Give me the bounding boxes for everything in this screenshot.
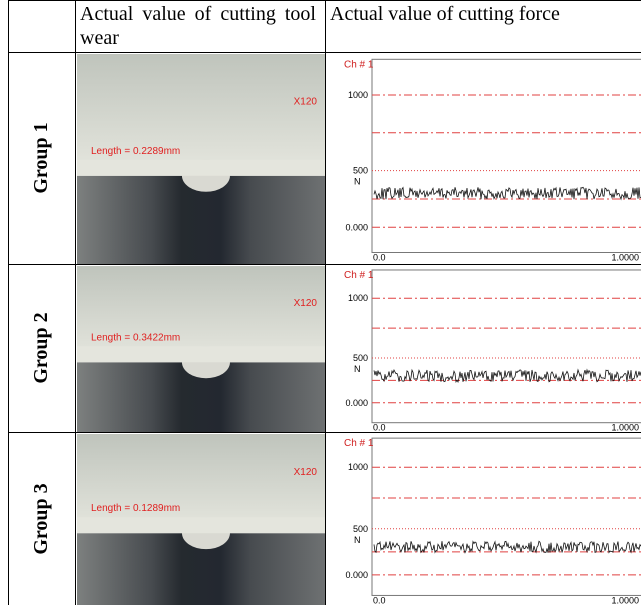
tool-image: Length = 0.3422mm X120 (77, 266, 325, 432)
signal-trace (373, 540, 641, 554)
border (75, 0, 76, 605)
border (8, 264, 641, 265)
y-tick-label: 1000 (348, 293, 368, 303)
background (77, 346, 325, 363)
border (8, 432, 641, 433)
unit-label: N (354, 177, 361, 187)
length-label: Length = 0.3422mm (91, 332, 180, 343)
y-tick-label: 0.000 (345, 398, 368, 408)
y-tick-label: 0.000 (345, 222, 368, 232)
magnification-label: X120 (294, 96, 318, 107)
background (77, 54, 325, 176)
force-chart: Ch # 1 1000 500 0.000 N 0.0 1.0000 (344, 269, 641, 431)
signal-trace (373, 368, 641, 383)
force-chart: Ch # 1 1000 500 0.000 N 0.0 1.0000 (344, 58, 641, 263)
channel-label: Ch # 1 (344, 270, 374, 281)
y-tick-label: 500 (353, 353, 368, 363)
border (8, 0, 641, 1)
x-tick-label: 1.0000 (611, 423, 639, 431)
plot-frame (371, 269, 641, 424)
header-wear: Actual value of cutting tool wear (80, 3, 316, 49)
x-tick-label: 1.0000 (611, 253, 639, 263)
unit-label: N (354, 364, 361, 374)
group-label: Group 2 (30, 312, 52, 384)
border (325, 0, 326, 605)
y-tick-label: 1000 (348, 462, 368, 472)
x-tick-label: 0.0 (373, 423, 386, 431)
plot-frame (371, 58, 641, 253)
plot-frame (371, 437, 641, 596)
length-label: Length = 0.2289mm (91, 146, 180, 157)
y-tick-label: 1000 (348, 90, 368, 100)
y-tick-label: 500 (353, 166, 368, 176)
tool-image: Length = 0.1289mm X120 (77, 434, 325, 605)
header-force: Actual value of cutting force (330, 3, 560, 25)
x-tick-label: 1.0000 (611, 595, 639, 604)
signal-trace (373, 186, 641, 201)
unit-label: N (354, 535, 361, 545)
background (77, 517, 325, 534)
force-chart: Ch # 1 1000 500 0.000 N 0.0 1.0000 (344, 437, 641, 604)
y-tick-label: 0.000 (345, 570, 368, 580)
channel-label: Ch # 1 (344, 438, 374, 449)
border (8, 0, 9, 605)
x-tick-label: 0.0 (373, 595, 386, 604)
group-label: Group 1 (30, 122, 52, 194)
channel-label: Ch # 1 (344, 59, 374, 70)
tool-image: Length = 0.2289mm X120 (77, 54, 325, 264)
x-tick-label: 0.0 (373, 253, 386, 263)
background (77, 159, 325, 176)
length-label: Length = 0.1289mm (91, 503, 180, 514)
y-tick-label: 500 (353, 524, 368, 534)
group-label: Group 3 (30, 482, 52, 555)
magnification-label: X120 (294, 467, 318, 478)
magnification-label: X120 (294, 298, 318, 309)
border (8, 52, 641, 53)
background (77, 434, 325, 534)
background (77, 266, 325, 363)
